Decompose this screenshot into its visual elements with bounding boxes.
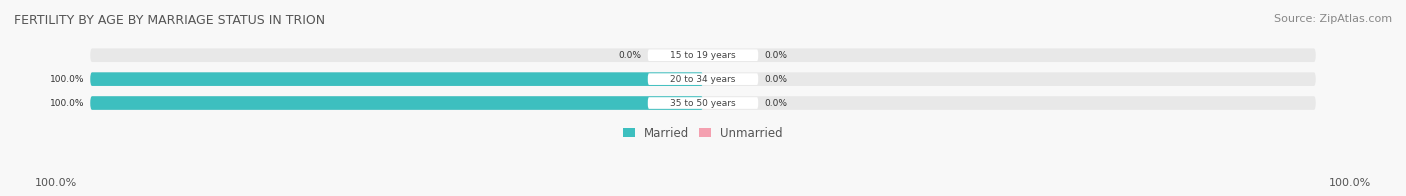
FancyBboxPatch shape [648,73,758,85]
FancyBboxPatch shape [90,72,703,86]
Text: 0.0%: 0.0% [619,51,641,60]
Text: 20 to 34 years: 20 to 34 years [671,75,735,84]
Text: 100.0%: 100.0% [1329,178,1371,188]
FancyBboxPatch shape [90,72,1316,86]
Text: Source: ZipAtlas.com: Source: ZipAtlas.com [1274,14,1392,24]
Text: 15 to 19 years: 15 to 19 years [671,51,735,60]
Text: 100.0%: 100.0% [49,99,84,108]
Text: 0.0%: 0.0% [765,99,787,108]
Legend: Married, Unmarried: Married, Unmarried [619,122,787,145]
Text: 100.0%: 100.0% [49,75,84,84]
FancyBboxPatch shape [90,96,703,110]
Text: 100.0%: 100.0% [35,178,77,188]
Text: 0.0%: 0.0% [765,51,787,60]
Text: 35 to 50 years: 35 to 50 years [671,99,735,108]
FancyBboxPatch shape [648,97,758,109]
FancyBboxPatch shape [90,96,1316,110]
FancyBboxPatch shape [90,48,1316,62]
FancyBboxPatch shape [648,49,758,61]
Text: FERTILITY BY AGE BY MARRIAGE STATUS IN TRION: FERTILITY BY AGE BY MARRIAGE STATUS IN T… [14,14,325,27]
Text: 0.0%: 0.0% [765,75,787,84]
